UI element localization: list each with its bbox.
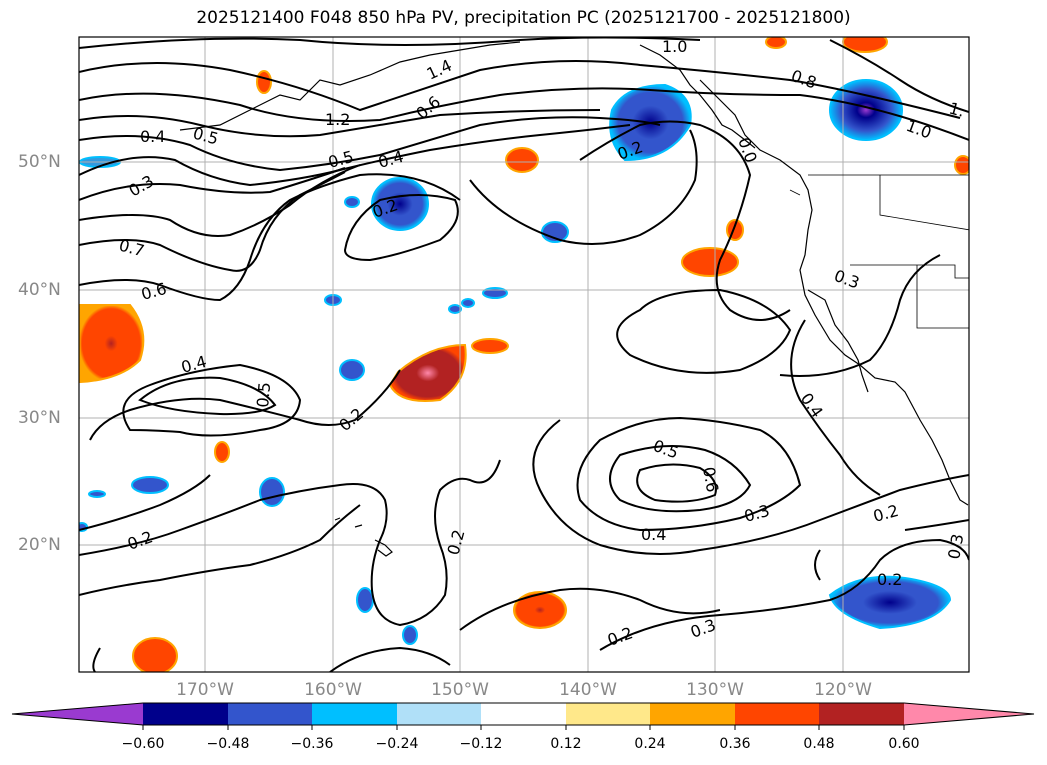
coastlines (179, 41, 969, 557)
precip-anomaly-positive (132, 637, 178, 672)
colorbar-tick-label: 0.24 (634, 736, 666, 752)
colorbar-tick-label: −0.36 (290, 736, 334, 752)
longitude-label: 140°W (559, 680, 617, 700)
colorbar-max-extension (904, 703, 1034, 725)
colorbar-tick-label: 0.12 (550, 736, 582, 752)
contour-label: 0.6 (699, 465, 722, 493)
north-america-coastline (699, 79, 969, 506)
contour-label: 0.2 (877, 570, 902, 589)
contour-label: 0.4 (140, 127, 165, 146)
precip-anomaly-negative (131, 476, 169, 494)
precip-anomaly-positive (471, 338, 509, 354)
colorbar-segment (481, 703, 566, 725)
precip-anomaly-negative (88, 490, 106, 498)
map-background (79, 37, 969, 672)
hawaii-islands (334, 517, 393, 557)
graticule (79, 37, 969, 672)
contour-label: 0.4 (641, 525, 666, 544)
latitude-label: 30°N (18, 408, 61, 428)
precip-anomaly-negative (828, 575, 952, 630)
longitude-label: 170°W (176, 680, 234, 700)
contour-label: 1.0 (662, 37, 687, 56)
colorbar-segment (566, 703, 650, 725)
latitude-label: 40°N (18, 280, 61, 300)
precip-anomaly-positive (256, 70, 272, 94)
colorbar-tick-label: 0.36 (719, 736, 751, 752)
contour-label: 0.5 (253, 381, 274, 408)
alaska-panhandle-coastline (639, 44, 756, 149)
colorbar-segment (143, 703, 228, 725)
longitude-label: 160°W (304, 680, 362, 700)
precip-anomaly-negative (371, 177, 429, 231)
precip-anomaly-positive (214, 441, 230, 463)
colorbar-segment (312, 703, 397, 725)
longitude-label: 120°W (814, 680, 872, 700)
colorbar-tick-label: 0.48 (803, 736, 835, 752)
precip-anomaly-negative (541, 221, 569, 243)
precip-anomaly-negative (356, 587, 374, 613)
precip-anomaly-negative (339, 359, 365, 381)
colorbar (11, 702, 1035, 730)
colorbar-tick-label: −0.12 (459, 736, 503, 752)
colorbar-tick-label: 0.60 (888, 736, 920, 752)
longitude-label: 130°W (686, 680, 744, 700)
colorbar-min-extension (12, 703, 143, 725)
colorbar-tick-label: −0.60 (121, 736, 165, 752)
colorbar-segment (735, 703, 819, 725)
latitude-label: 50°N (18, 152, 61, 172)
precip-anomaly-negative (461, 298, 475, 308)
colorbar-tick-label: −0.24 (375, 736, 419, 752)
colorbar-tick-label: −0.48 (206, 736, 250, 752)
baja-california-coastline (807, 289, 869, 393)
colorbar-segment (228, 703, 312, 725)
precip-anomaly-negative (448, 304, 462, 314)
colorbar-segment (650, 703, 735, 725)
precip-anomaly-negative (402, 625, 418, 645)
precip-anomaly-positive (681, 247, 739, 277)
contour-label: 1.2 (325, 110, 350, 129)
state-borders (789, 174, 969, 329)
colorbar-tick-marks (142, 725, 905, 730)
colorbar-segment (819, 703, 904, 725)
precip-anomaly-negative (829, 79, 903, 141)
pv-contours (79, 37, 969, 672)
precip-anomaly-positive (388, 343, 467, 402)
map-frame (78, 36, 970, 673)
latitude-label: 20°N (18, 535, 61, 555)
alaska-coastline (179, 41, 521, 131)
precip-anomaly-negative (259, 477, 285, 507)
map-title: 2025121400 F048 850 hPa PV, precipitatio… (196, 8, 851, 28)
precip-anomaly-negative (344, 196, 360, 208)
precip-anomaly-positive (765, 37, 787, 49)
colorbar-segment (397, 703, 481, 725)
precipitation-shading (79, 37, 969, 672)
longitude-label: 150°W (431, 680, 489, 700)
contour-label: 0.3 (944, 532, 967, 560)
precip-anomaly-positive (513, 591, 567, 629)
precip-anomaly-positive (79, 304, 145, 384)
contour-label: 1. (947, 99, 967, 121)
precip-anomaly-positive (505, 147, 539, 173)
precip-anomaly-positive (954, 155, 969, 175)
